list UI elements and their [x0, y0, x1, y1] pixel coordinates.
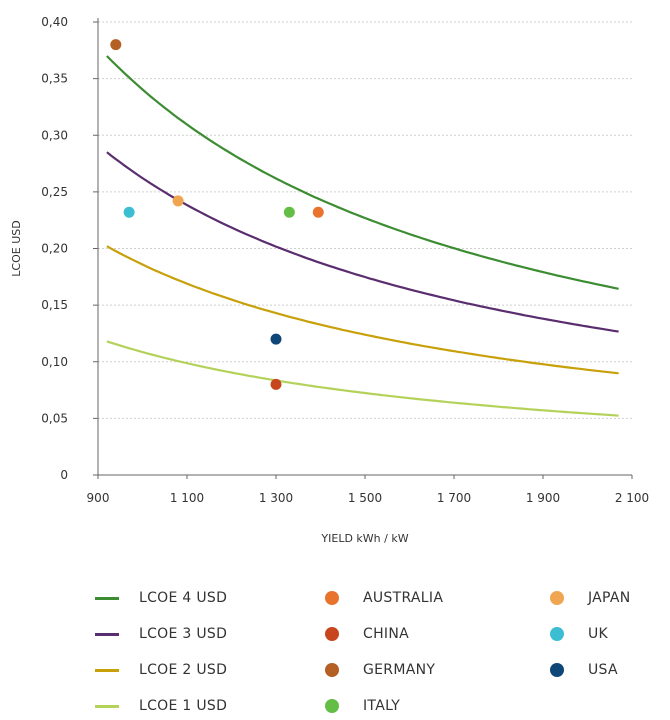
- point-china: [270, 378, 282, 390]
- point-usa: [270, 333, 282, 345]
- legend-swatch: [325, 699, 339, 713]
- x-tick-label: 1 500: [348, 491, 382, 505]
- country-points: [110, 39, 324, 390]
- point-australia: [312, 206, 324, 218]
- y-axis-title: LCOE USD: [10, 220, 23, 276]
- lcoe-chart: 0 0,05 0,10 0,15 0,20 0,25 0,30 0,35 0,40 900 1 10…: [10, 15, 649, 545]
- legend-label: LCOE 2 USD: [139, 662, 228, 678]
- legend-label: CHINA: [363, 626, 409, 642]
- legend-item: JAPAN: [545, 586, 631, 610]
- series-line-lcoe-2-usd: [106, 245, 619, 375]
- point-japan: [172, 195, 184, 207]
- axes: [93, 18, 633, 479]
- legend-swatch: [325, 591, 339, 605]
- legend-item: LCOE 4 USD: [95, 586, 227, 610]
- legend-item: UK: [545, 622, 608, 646]
- x-tick-label: 900: [87, 491, 110, 505]
- x-tick-label: 1 900: [526, 491, 560, 505]
- legend-label: LCOE 3 USD: [139, 626, 228, 642]
- x-tick-label: 2 100: [615, 491, 649, 505]
- y-tick-label: 0: [60, 468, 68, 482]
- legend-swatch: [550, 591, 564, 605]
- y-tick-label: 0,30: [41, 128, 68, 142]
- x-tick-label: 1 700: [437, 491, 471, 505]
- legend-label: UK: [588, 626, 609, 642]
- legend-swatch: [95, 596, 119, 600]
- y-tick-label: 0,10: [41, 355, 68, 369]
- legend: LCOE 4 USD LCOE 3 USD LCOE 2 USD LCOE 1 USD…: [0, 585, 670, 720]
- y-tick-label: 0,05: [41, 411, 68, 425]
- series-line-lcoe-4-usd: [106, 55, 619, 290]
- tick-labels: 0 0,05 0,10 0,15 0,20 0,25 0,30 0,35 0,40 900 1 10…: [41, 15, 649, 505]
- legend-label: LCOE 4 USD: [139, 590, 228, 606]
- y-tick-label: 0,20: [41, 242, 68, 256]
- legend-item: ITALY: [320, 694, 400, 718]
- grid: [98, 21, 632, 419]
- legend-swatch: [550, 663, 564, 677]
- y-tick-label: 0,15: [41, 298, 68, 312]
- x-tick-label: 1 300: [259, 491, 293, 505]
- point-germany: [110, 39, 122, 51]
- legend-swatch: [325, 663, 339, 677]
- legend-item: AUSTRALIA: [320, 586, 443, 610]
- legend-swatch: [550, 627, 564, 641]
- legend-label: USA: [588, 662, 618, 678]
- legend-label: GERMANY: [363, 662, 436, 678]
- legend-swatch: [95, 668, 119, 672]
- legend-item: LCOE 3 USD: [95, 622, 227, 646]
- x-axis-title: YIELD kWh / kW: [320, 532, 408, 545]
- y-tick-label: 0,40: [41, 15, 68, 29]
- point-italy: [283, 206, 295, 218]
- series-lines: [106, 55, 619, 417]
- series-line-lcoe-1-usd: [106, 340, 619, 417]
- y-tick-label: 0,35: [41, 72, 68, 86]
- legend-swatch: [325, 627, 339, 641]
- legend-item: LCOE 1 USD: [95, 694, 227, 718]
- legend-item: GERMANY: [320, 658, 435, 682]
- legend-item: CHINA: [320, 622, 409, 646]
- legend-swatch: [95, 704, 119, 708]
- legend-label: ITALY: [363, 698, 401, 714]
- series-line-lcoe-3-usd: [106, 151, 619, 333]
- legend-item: LCOE 2 USD: [95, 658, 227, 682]
- y-tick-label: 0,25: [41, 185, 68, 199]
- legend-item: USA: [545, 658, 618, 682]
- point-uk: [123, 206, 135, 218]
- legend-label: LCOE 1 USD: [139, 698, 228, 714]
- legend-swatch: [95, 632, 119, 636]
- x-tick-label: 1 100: [170, 491, 204, 505]
- legend-label: AUSTRALIA: [363, 590, 444, 606]
- legend-label: JAPAN: [588, 590, 631, 606]
